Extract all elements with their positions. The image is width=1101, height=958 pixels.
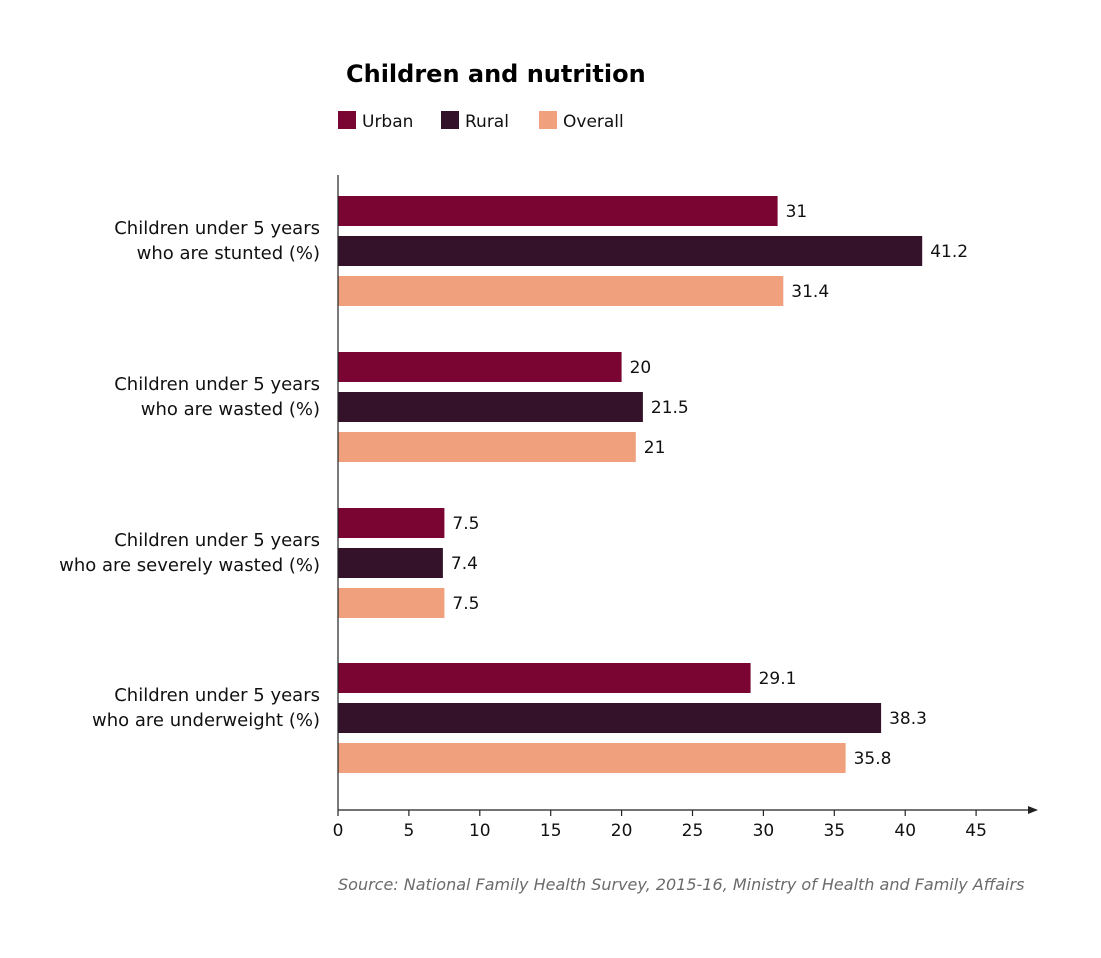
x-tick-label-40: 40 — [894, 821, 916, 841]
x-tick-label-15: 15 — [540, 821, 562, 841]
x-tick-label-5: 5 — [403, 821, 414, 841]
category-label-2-line-2: who are wasted (%) — [141, 399, 320, 420]
x-tick-label-35: 35 — [823, 821, 845, 841]
x-tick-label-20: 20 — [611, 821, 633, 841]
value-label-rural-1: 41.2 — [930, 242, 968, 262]
legend-item-overall: Overall — [539, 111, 624, 132]
bar-urban-4 — [338, 663, 751, 693]
bar-overall-2 — [338, 432, 636, 462]
bar-rural-4 — [338, 703, 882, 733]
source-note: Source: National Family Health Survey, 2… — [338, 875, 1024, 894]
value-label-rural-2: 21.5 — [651, 398, 689, 418]
value-label-rural-4: 38.3 — [889, 709, 927, 729]
legend-swatch-rural — [441, 111, 459, 129]
category-label-3-line-2: who are severely wasted (%) — [59, 555, 320, 576]
category-label-1-line-1: Children under 5 years — [114, 218, 320, 239]
value-label-urban-4: 29.1 — [759, 669, 797, 689]
axes-group: 0 5 10 15 20 25 30 35 40 45 — [333, 175, 1038, 841]
category-label-2-line-1: Children under 5 years — [114, 374, 320, 395]
x-axis-arrow-icon — [1028, 806, 1038, 814]
x-tick-label-10: 10 — [469, 821, 491, 841]
value-labels-group: 31 41.2 31.4 20 21.5 21 7.5 7.4 7.5 29.1 38.3 35.8 — [451, 202, 968, 769]
legend-item-rural: Rural — [441, 111, 509, 132]
value-label-overall-2: 21 — [644, 438, 666, 458]
bar-urban-1 — [338, 196, 778, 226]
legend-item-urban: Urban — [338, 111, 413, 132]
bar-overall-3 — [338, 588, 445, 618]
x-tick-label-45: 45 — [965, 821, 987, 841]
legend-label-urban: Urban — [362, 112, 413, 132]
value-label-overall-3: 7.5 — [452, 594, 479, 614]
legend-label-overall: Overall — [563, 112, 624, 132]
category-labels-group: Children under 5 years who are stunted (%… — [59, 218, 320, 731]
bar-rural-2 — [338, 392, 643, 422]
x-tick-label-25: 25 — [682, 821, 704, 841]
value-label-overall-4: 35.8 — [854, 749, 892, 769]
legend-swatch-overall — [539, 111, 557, 129]
category-label-4-line-2: who are underweight (%) — [92, 710, 320, 731]
bar-urban-2 — [338, 352, 622, 382]
value-label-urban-2: 20 — [630, 358, 652, 378]
legend-label-rural: Rural — [465, 112, 509, 132]
value-label-urban-3: 7.5 — [452, 514, 479, 534]
legend-swatch-urban — [338, 111, 356, 129]
legend: Urban Rural Overall — [338, 111, 624, 132]
x-tick-label-30: 30 — [753, 821, 775, 841]
bars-group — [338, 196, 923, 773]
chart-title: Children and nutrition — [346, 60, 646, 88]
category-label-4-line-1: Children under 5 years — [114, 685, 320, 706]
bar-overall-4 — [338, 743, 846, 773]
value-label-rural-3: 7.4 — [451, 554, 478, 574]
category-label-1-line-2: who are stunted (%) — [137, 243, 320, 264]
value-label-urban-1: 31 — [786, 202, 808, 222]
value-label-overall-1: 31.4 — [791, 282, 829, 302]
bar-overall-1 — [338, 276, 784, 306]
category-label-3-line-1: Children under 5 years — [114, 530, 320, 551]
bar-urban-3 — [338, 508, 445, 538]
bar-rural-1 — [338, 236, 923, 266]
x-tick-label-0: 0 — [333, 821, 344, 841]
bar-rural-3 — [338, 548, 443, 578]
